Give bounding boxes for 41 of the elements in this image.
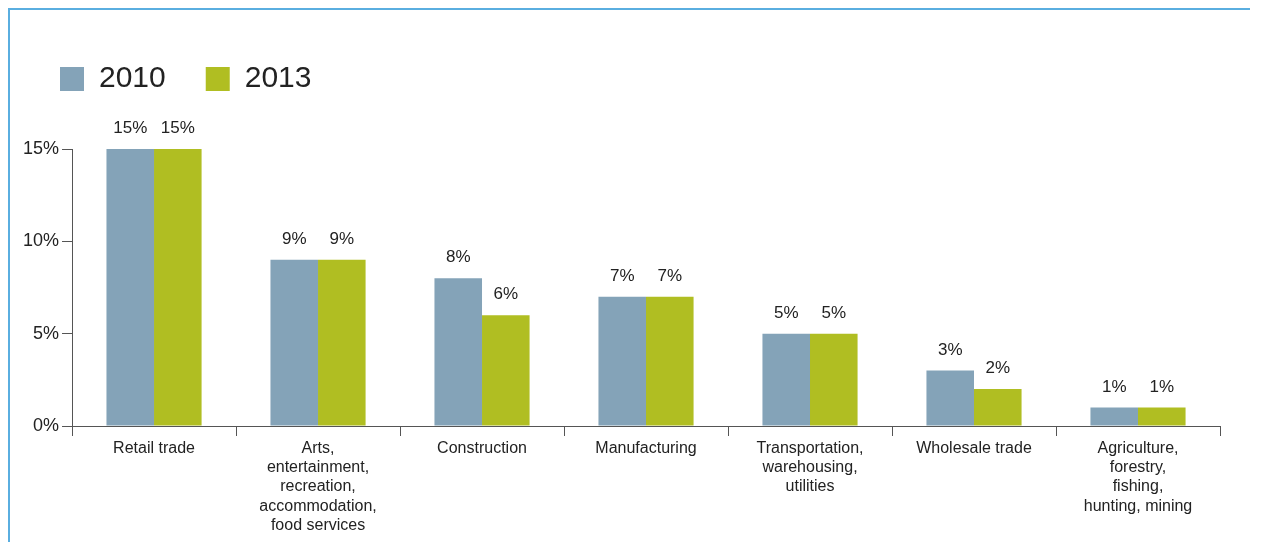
- bar: [154, 149, 202, 426]
- y-tick-label: 0%: [33, 414, 60, 435]
- data-label: 9%: [281, 228, 307, 248]
- data-label: 15%: [160, 118, 195, 138]
- y-tick-label: 15%: [23, 137, 60, 158]
- bar: [106, 149, 155, 426]
- data-label: 1%: [1101, 376, 1127, 396]
- bar: [1090, 407, 1138, 426]
- x-tick-label: Retail trade: [113, 439, 196, 457]
- y-tick-label: 10%: [23, 230, 60, 251]
- x-tick-label: Arts, entertainment, recreation, accommodation, food services: [259, 439, 377, 533]
- bar: [270, 259, 319, 426]
- bar: [810, 333, 858, 426]
- data-label: 9%: [329, 228, 355, 248]
- data-label: 8%: [445, 247, 471, 267]
- legend-label: 2013: [244, 60, 312, 94]
- bar: [598, 296, 647, 426]
- data-label: 2%: [985, 358, 1011, 378]
- bar: [1138, 407, 1186, 426]
- x-tick-label: Transportation, warehousing, utilities: [756, 439, 864, 495]
- x-tick-label: Agriculture, forestry, fishing, hunting, mining: [1083, 439, 1193, 514]
- bar: [318, 259, 366, 426]
- y-tick-label: 5%: [33, 322, 60, 343]
- data-label: 1%: [1149, 376, 1175, 396]
- data-label: 7%: [609, 265, 635, 285]
- data-label: 5%: [821, 302, 847, 322]
- legend-label: 2010: [99, 60, 166, 94]
- data-label: 15%: [113, 118, 148, 138]
- x-tick-label: Wholesale trade: [916, 439, 1032, 457]
- x-tick-label: Manufacturing: [595, 439, 697, 457]
- bar: [926, 370, 975, 426]
- x-tick-label: Construction: [437, 439, 527, 457]
- bar: [974, 389, 1022, 426]
- bar: [762, 333, 811, 426]
- data-label: 3%: [937, 339, 963, 359]
- data-label: 7%: [657, 265, 683, 285]
- data-label: 6%: [493, 284, 519, 304]
- bar: [482, 315, 530, 426]
- bar: [646, 296, 694, 426]
- data-label: 5%: [773, 302, 799, 322]
- bar: [434, 278, 483, 426]
